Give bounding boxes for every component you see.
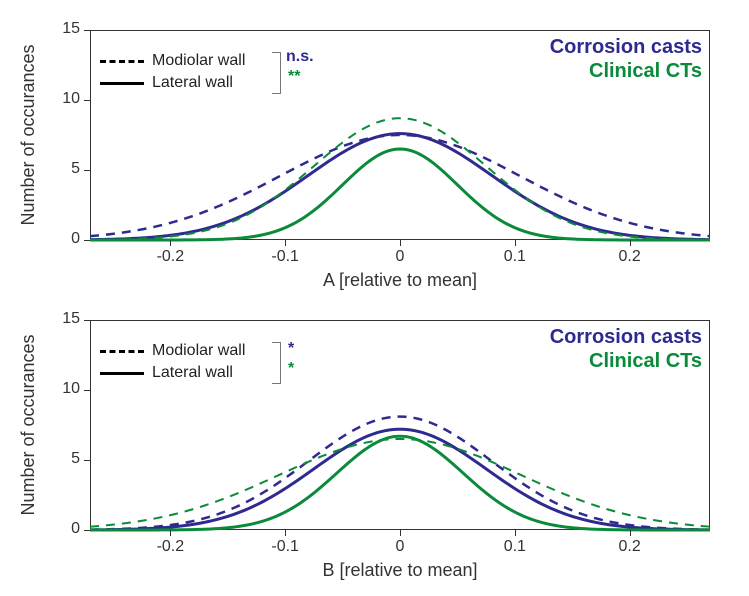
xlabel-A: A [relative to mean] [90,270,710,291]
xtick-label: 0.2 [610,538,650,556]
xtick-label: -0.1 [265,538,305,556]
ytick-label: 10 [50,90,80,108]
curve-A-3 [90,149,710,240]
series-label: Corrosion casts [550,326,702,349]
xtick-label: 0 [380,538,420,556]
legend-row: Modiolar wall [100,50,245,72]
xtick [170,530,171,536]
curve-A-2 [90,118,710,240]
ytick-label: 0 [50,520,80,538]
legend-line-sample [100,82,144,85]
ytick-label: 15 [50,310,80,328]
legend-row: Lateral wall [100,72,245,94]
xtick [400,530,401,536]
xtick-label: 0.2 [610,248,650,266]
ytick [84,320,90,321]
legend-label: Modiolar wall [152,52,245,70]
ytick [84,240,90,241]
ytick-label: 10 [50,380,80,398]
curve-B-0 [90,417,710,530]
significance-label: * [288,360,294,378]
legend-label: Lateral wall [152,74,233,92]
series-label: Clinical CTs [589,60,702,83]
ylabel-A: Number of occurances [18,30,39,240]
significance-bracket [272,52,281,94]
xlabel-B: B [relative to mean] [90,560,710,581]
ytick [84,100,90,101]
ytick-label: 5 [50,160,80,178]
legend-row: Modiolar wall [100,340,245,362]
significance-label: * [288,340,294,358]
xtick-label: 0.1 [495,248,535,266]
xtick-label: 0 [380,248,420,266]
series-label: Corrosion casts [550,36,702,59]
xtick-label: -0.1 [265,248,305,266]
ytick [84,390,90,391]
xtick [170,240,171,246]
xtick [630,530,631,536]
ytick-label: 0 [50,230,80,248]
xtick [515,530,516,536]
significance-label: n.s. [286,48,314,66]
xtick [630,240,631,246]
xtick [285,240,286,246]
xtick-label: -0.2 [150,248,190,266]
xtick [285,530,286,536]
ytick-label: 15 [50,20,80,38]
curve-B-3 [90,436,710,530]
ytick [84,30,90,31]
ytick [84,530,90,531]
significance-bracket [272,342,281,384]
ylabel-B: Number of occurances [18,320,39,530]
xtick-label: -0.2 [150,538,190,556]
significance-label: ** [288,68,300,86]
ytick [84,170,90,171]
legend-line-sample [100,350,144,353]
legend-label: Lateral wall [152,364,233,382]
series-label: Clinical CTs [589,350,702,373]
ytick [84,460,90,461]
legend-row: Lateral wall [100,362,245,384]
legend-line-sample [100,60,144,63]
legend-label: Modiolar wall [152,342,245,360]
legend-A: Modiolar wall Lateral wall [100,50,245,94]
curve-B-1 [90,429,710,530]
ytick-label: 5 [50,450,80,468]
xtick [515,240,516,246]
legend-B: Modiolar wall Lateral wall [100,340,245,384]
xtick [400,240,401,246]
legend-line-sample [100,372,144,375]
curve-B-2 [90,439,710,527]
xtick-label: 0.1 [495,538,535,556]
